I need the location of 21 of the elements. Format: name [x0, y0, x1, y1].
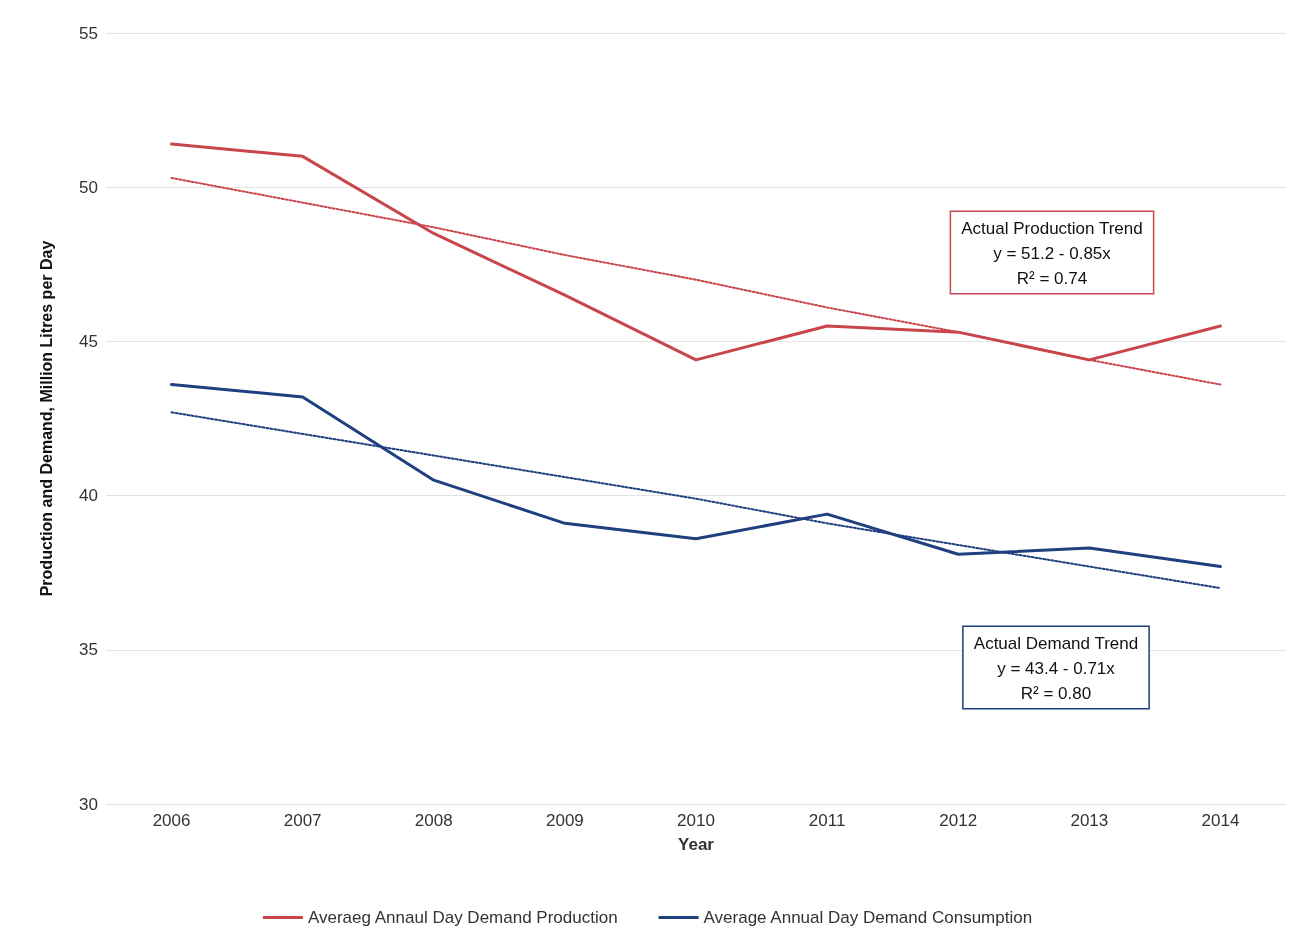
y-axis-title: Production and Demand, Million Litres per Day [37, 240, 55, 597]
y-tick-label: 40 [79, 486, 98, 506]
x-tick-label: 2010 [677, 811, 715, 830]
x-tick-label: 2011 [808, 811, 846, 830]
y-tick-label: 50 [79, 177, 98, 197]
y-tick-label: 30 [79, 794, 98, 814]
y-tick-label: 55 [79, 23, 98, 43]
x-tick-label: 2014 [1201, 811, 1240, 830]
x-tick-label: 2006 [152, 811, 191, 830]
y-tick-label: 35 [79, 640, 98, 660]
x-tick-label: 2013 [1070, 811, 1109, 830]
x-axis-title: Year [678, 835, 715, 854]
x-tick-label: 2008 [414, 811, 453, 830]
legend-label: Average Annual Day Demand Consumption [703, 908, 1033, 927]
annotation: Actual Demand Trend y = 43.4 - 0.71x R² = 0.80 [973, 634, 1139, 703]
annotation: Actual Production Trend y = 51.2 - 0.85x R² = 0.74 [961, 219, 1143, 288]
y-tick-label: 45 [79, 331, 98, 351]
x-tick-label: 2012 [939, 811, 978, 830]
x-tick-label: 2007 [283, 811, 322, 830]
legend-label: Averaeg Annaul Day Demand Production [307, 908, 618, 927]
x-tick-label: 2009 [545, 811, 584, 830]
